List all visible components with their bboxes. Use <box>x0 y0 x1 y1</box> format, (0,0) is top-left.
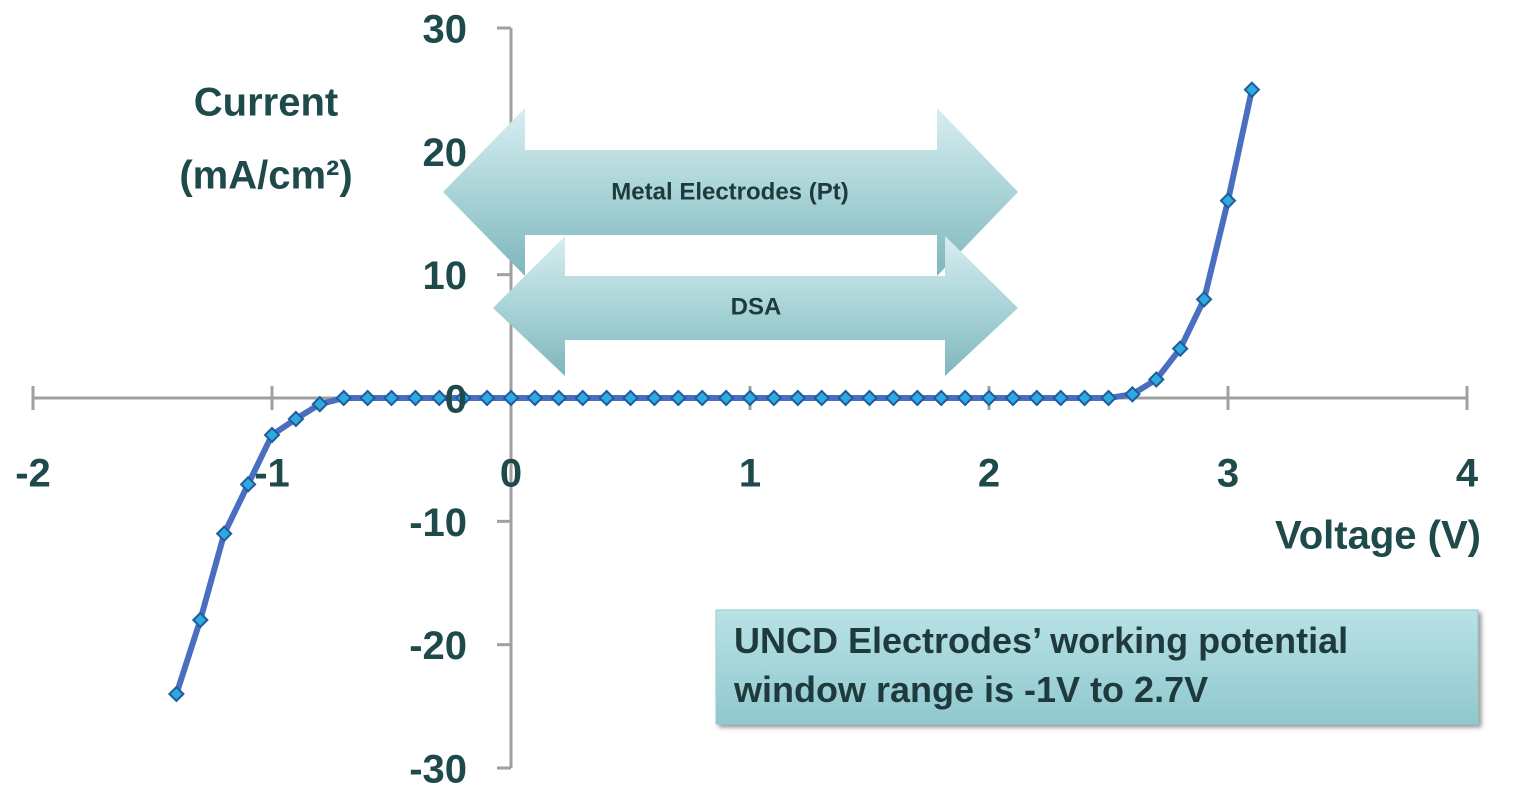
y-tick-label: -30 <box>409 748 467 789</box>
y-tick-label: 20 <box>423 131 468 175</box>
marker <box>478 389 496 407</box>
x-axis-title: Voltage (V) <box>1275 514 1481 558</box>
marker <box>1219 192 1237 210</box>
marker <box>1123 385 1141 403</box>
marker <box>215 525 233 543</box>
marker <box>741 389 759 407</box>
marker <box>1004 389 1022 407</box>
note-text: UNCD Electrodes’ working potential <box>734 620 1348 661</box>
marker <box>789 389 807 407</box>
marker <box>454 389 472 407</box>
x-tick-label: -2 <box>15 452 51 496</box>
marker <box>645 389 663 407</box>
series-line <box>173 89 1255 695</box>
annotations: Metal Electrodes (Pt) DSA UNCD Electrode… <box>443 108 1479 725</box>
arrow-dsa <box>493 236 1018 376</box>
marker <box>884 389 902 407</box>
marker <box>1195 290 1213 308</box>
arrow-label: Metal Electrodes (Pt) <box>611 178 848 205</box>
x-tick-label: 4 <box>1456 452 1479 496</box>
x-tick-label: -1 <box>254 452 290 496</box>
marker <box>693 389 711 407</box>
marker <box>335 389 353 407</box>
marker <box>383 389 400 407</box>
y-tick-label: 10 <box>423 254 468 298</box>
y-tick-label: -10 <box>409 501 467 545</box>
x-tick-label: 2 <box>978 452 1000 496</box>
marker <box>1171 340 1189 358</box>
marker <box>574 389 592 407</box>
y-axis-title: Current <box>194 81 338 125</box>
marker <box>717 389 735 407</box>
marker <box>526 389 544 407</box>
x-tick-label: 3 <box>1217 452 1239 496</box>
marker <box>813 389 831 407</box>
marker <box>1243 81 1261 99</box>
marker <box>1076 389 1094 407</box>
marker <box>311 395 329 413</box>
marker <box>191 611 209 629</box>
marker <box>765 389 783 407</box>
marker <box>1147 371 1165 388</box>
marker <box>167 685 185 703</box>
x-tick-label: 0 <box>500 452 522 496</box>
arrow-metal <box>443 108 1018 276</box>
marker <box>1028 389 1046 407</box>
plot <box>167 81 1261 703</box>
marker <box>598 389 616 407</box>
marker <box>980 389 998 407</box>
note-text: window range is -1V to 2.7V <box>733 669 1208 710</box>
y-tick-label: 30 <box>423 8 468 52</box>
marker <box>837 389 855 407</box>
note-box <box>715 609 1479 725</box>
x-tick-label: 1 <box>739 452 761 496</box>
marker <box>669 389 687 407</box>
marker <box>1100 389 1117 407</box>
y-tick-label: 0 <box>445 378 467 422</box>
marker <box>956 389 974 407</box>
marker <box>1052 389 1070 407</box>
marker <box>359 389 377 407</box>
marker <box>861 389 878 407</box>
marker <box>550 389 568 407</box>
y-axis-title: (mA/cm²) <box>179 154 352 198</box>
arrow-label: DSA <box>731 293 782 320</box>
marker <box>287 410 305 428</box>
marker <box>430 389 448 407</box>
marker <box>932 389 950 407</box>
marker <box>239 475 257 493</box>
y-tick-label: -20 <box>409 624 467 668</box>
marker <box>908 389 926 407</box>
marker <box>502 389 520 407</box>
marker <box>622 389 639 407</box>
marker <box>263 426 281 444</box>
marker <box>406 389 424 407</box>
